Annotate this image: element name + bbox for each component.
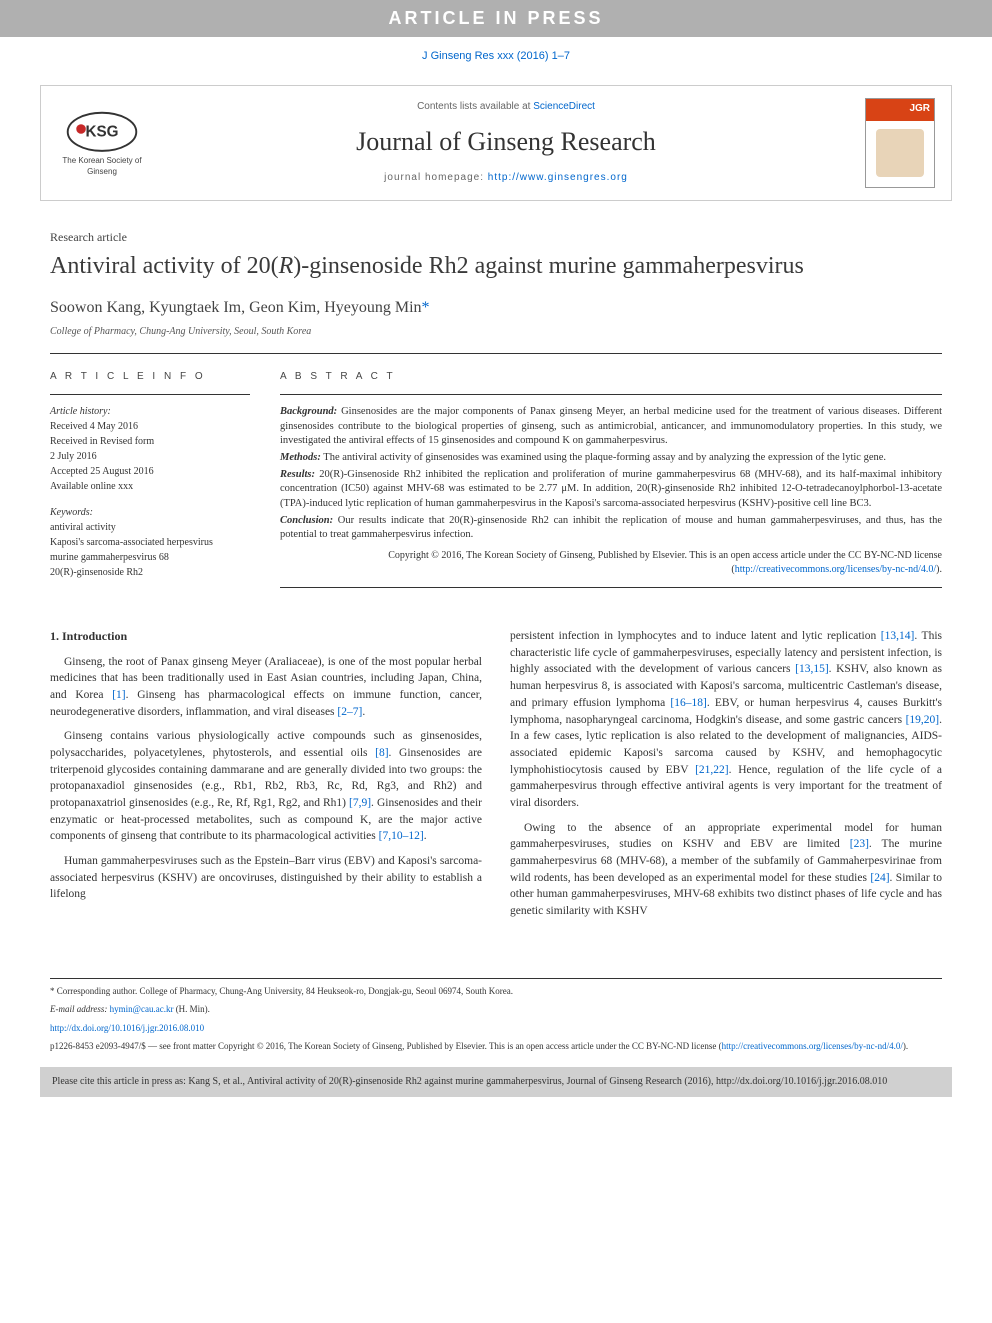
article-info-heading: A R T I C L E I N F O (50, 370, 250, 384)
doi-link[interactable]: http://dx.doi.org/10.1016/j.jgr.2016.08.… (50, 1023, 204, 1033)
journal-homepage-line: journal homepage: http://www.ginsengres.… (163, 171, 849, 185)
abstract-results: Results: 20(R)-Ginsenoside Rh2 inhibited… (280, 468, 942, 512)
citation-ref[interactable]: [13,15] (795, 663, 829, 675)
divider (280, 587, 942, 588)
citation-ref[interactable]: [13,14] (881, 630, 915, 642)
citation-top: J Ginseng Res xxx (2016) 1–7 (0, 37, 992, 76)
affiliation: College of Pharmacy, Chung-Ang Universit… (50, 325, 942, 339)
body-columns: 1. Introduction Ginseng, the root of Pan… (50, 628, 942, 927)
keyword-item: Kaposi's sarcoma-associated herpesvirus (50, 535, 250, 550)
history-item: Received in Revised form (50, 434, 250, 449)
abstract-column: A B S T R A C T Background: Ginsenosides… (280, 370, 942, 598)
keywords-block: Keywords: antiviral activity Kaposi's sa… (50, 506, 250, 580)
svg-text:KSG: KSG (85, 123, 118, 140)
info-abstract-row: A R T I C L E I N F O Article history: R… (50, 370, 942, 598)
divider (280, 394, 942, 395)
body-paragraph: persistent infection in lymphocytes and … (510, 628, 942, 811)
email-link[interactable]: hymin@cau.ac.kr (110, 1004, 174, 1014)
body-paragraph: Owing to the absence of an appropriate e… (510, 820, 942, 920)
doi-line: http://dx.doi.org/10.1016/j.jgr.2016.08.… (50, 1022, 942, 1035)
article-title: Antiviral activity of 20(R)-ginsenoside … (50, 251, 942, 282)
cc-license-link[interactable]: http://creativecommons.org/licenses/by-n… (722, 1041, 903, 1051)
citation-ref[interactable]: [7,10–12] (379, 830, 424, 842)
abstract-copyright: Copyright © 2016, The Korean Society of … (280, 549, 942, 577)
journal-cover-thumbnail (865, 98, 935, 188)
journal-name: Journal of Ginseng Research (163, 124, 849, 160)
history-item: Received 4 May 2016 (50, 419, 250, 434)
abstract-background: Background: Ginsenosides are the major c… (280, 405, 942, 449)
email-line: E-mail address: hymin@cau.ac.kr (H. Min)… (50, 1003, 942, 1016)
abstract-methods: Methods: The antiviral activity of ginse… (280, 451, 942, 466)
body-paragraph: Ginseng, the root of Panax ginseng Meyer… (50, 654, 482, 721)
keyword-item: antiviral activity (50, 520, 250, 535)
sciencedirect-link[interactable]: ScienceDirect (533, 101, 595, 112)
history-label: Article history: (50, 405, 250, 419)
authors-line: Soowon Kang, Kyungtaek Im, Geon Kim, Hye… (50, 297, 942, 319)
keyword-item: murine gammaherpesvirus 68 (50, 550, 250, 565)
body-column-left: 1. Introduction Ginseng, the root of Pan… (50, 628, 482, 927)
citation-ref[interactable]: [23] (850, 838, 869, 850)
citation-ref[interactable]: [19,20] (906, 714, 940, 726)
body-paragraph: Ginseng contains various physiologically… (50, 728, 482, 845)
main-content: Research article Antiviral activity of 2… (0, 209, 992, 948)
contents-lists-line: Contents lists available at ScienceDirec… (163, 100, 849, 114)
citation-ref[interactable]: [1] (112, 689, 125, 701)
citation-ref[interactable]: [21,22] (695, 764, 729, 776)
corresponding-mark: * (422, 299, 430, 316)
history-item: Accepted 25 August 2016 (50, 464, 250, 479)
cc-license-link[interactable]: http://creativecommons.org/licenses/by-n… (735, 564, 936, 575)
journal-header-center: Contents lists available at ScienceDirec… (163, 100, 849, 184)
corresponding-author-note: * Corresponding author. College of Pharm… (50, 985, 942, 998)
journal-homepage-link[interactable]: http://www.ginsengres.org (488, 172, 628, 183)
society-logo-text: The Korean Society of Ginseng (57, 155, 147, 177)
page-footer: * Corresponding author. College of Pharm… (50, 978, 942, 1053)
abstract-heading: A B S T R A C T (280, 370, 942, 384)
cite-this-article-box: Please cite this article in press as: Ka… (40, 1067, 952, 1097)
citation-ref[interactable]: [2–7] (337, 706, 362, 718)
keywords-label: Keywords: (50, 506, 250, 520)
citation-ref[interactable]: [8] (375, 747, 388, 759)
issn-copyright-line: p1226-8453 e2093-4947/$ — see front matt… (50, 1040, 942, 1053)
divider (50, 394, 250, 395)
article-in-press-banner: ARTICLE IN PRESS (0, 0, 992, 37)
abstract-conclusion: Conclusion: Our results indicate that 20… (280, 514, 942, 543)
journal-header: KSG The Korean Society of Ginseng Conten… (40, 85, 952, 201)
history-item: Available online xxx (50, 479, 250, 494)
citation-ref[interactable]: [16–18] (670, 697, 706, 709)
article-history-block: Article history: Received 4 May 2016 Rec… (50, 405, 250, 494)
article-type: Research article (50, 229, 942, 246)
citation-ref[interactable]: [7,9] (349, 797, 371, 809)
article-info-column: A R T I C L E I N F O Article history: R… (50, 370, 250, 598)
society-logo: KSG The Korean Society of Ginseng (57, 108, 147, 178)
citation-ref[interactable]: [24] (870, 872, 889, 884)
body-column-right: persistent infection in lymphocytes and … (510, 628, 942, 927)
history-item: 2 July 2016 (50, 449, 250, 464)
section-heading-introduction: 1. Introduction (50, 628, 482, 645)
keyword-item: 20(R)-ginsenoside Rh2 (50, 565, 250, 580)
divider (50, 353, 942, 354)
body-paragraph: Human gammaherpesviruses such as the Eps… (50, 853, 482, 903)
